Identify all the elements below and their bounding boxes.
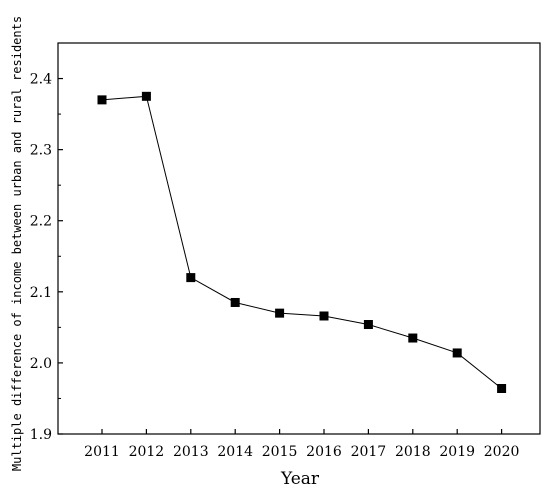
x-tick-label: 2011 — [84, 444, 120, 460]
x-tick-label: 2020 — [484, 444, 520, 460]
y-tick-label: 2.0 — [30, 356, 52, 372]
y-tick-label: 1.9 — [30, 427, 52, 443]
x-tick-label: 2014 — [217, 444, 253, 460]
x-tick-label: 2019 — [439, 444, 475, 460]
x-tick-label: 2012 — [129, 444, 165, 460]
data-point-marker — [452, 348, 462, 358]
data-point-marker — [319, 311, 329, 321]
data-point-marker — [497, 384, 507, 394]
y-axis-ticks: 1.9 2.0 2.1 2.2 2.3 2.4 — [30, 72, 63, 443]
data-point-marker — [275, 308, 285, 318]
y-axis-label: Multiple difference of income between ur… — [10, 16, 24, 471]
y-tick-label: 2.3 — [30, 143, 52, 159]
series-layer — [97, 91, 507, 394]
data-point-marker — [186, 273, 196, 283]
data-point-marker — [363, 320, 373, 330]
x-tick-label: 2018 — [395, 444, 431, 460]
data-point-marker — [141, 91, 151, 101]
x-tick-label: 2013 — [173, 444, 209, 460]
data-point-marker — [230, 297, 240, 307]
y-tick-label: 2.4 — [30, 72, 52, 88]
y-tick-label: 2.2 — [30, 214, 52, 230]
x-tick-label: 2015 — [262, 444, 298, 460]
x-tick-label: 2016 — [306, 444, 342, 460]
data-point-marker — [408, 333, 418, 343]
x-axis-label: Year — [280, 469, 320, 489]
plot-frame — [57, 42, 541, 435]
x-tick-label: 2017 — [351, 444, 387, 460]
x-axis-ticks: 2011 2012 2013 2014 2015 2016 2017 2018 2019 2020 — [84, 429, 519, 460]
series-line — [101, 95, 502, 389]
data-point-marker — [97, 95, 107, 105]
y-tick-label: 2.1 — [30, 285, 52, 301]
